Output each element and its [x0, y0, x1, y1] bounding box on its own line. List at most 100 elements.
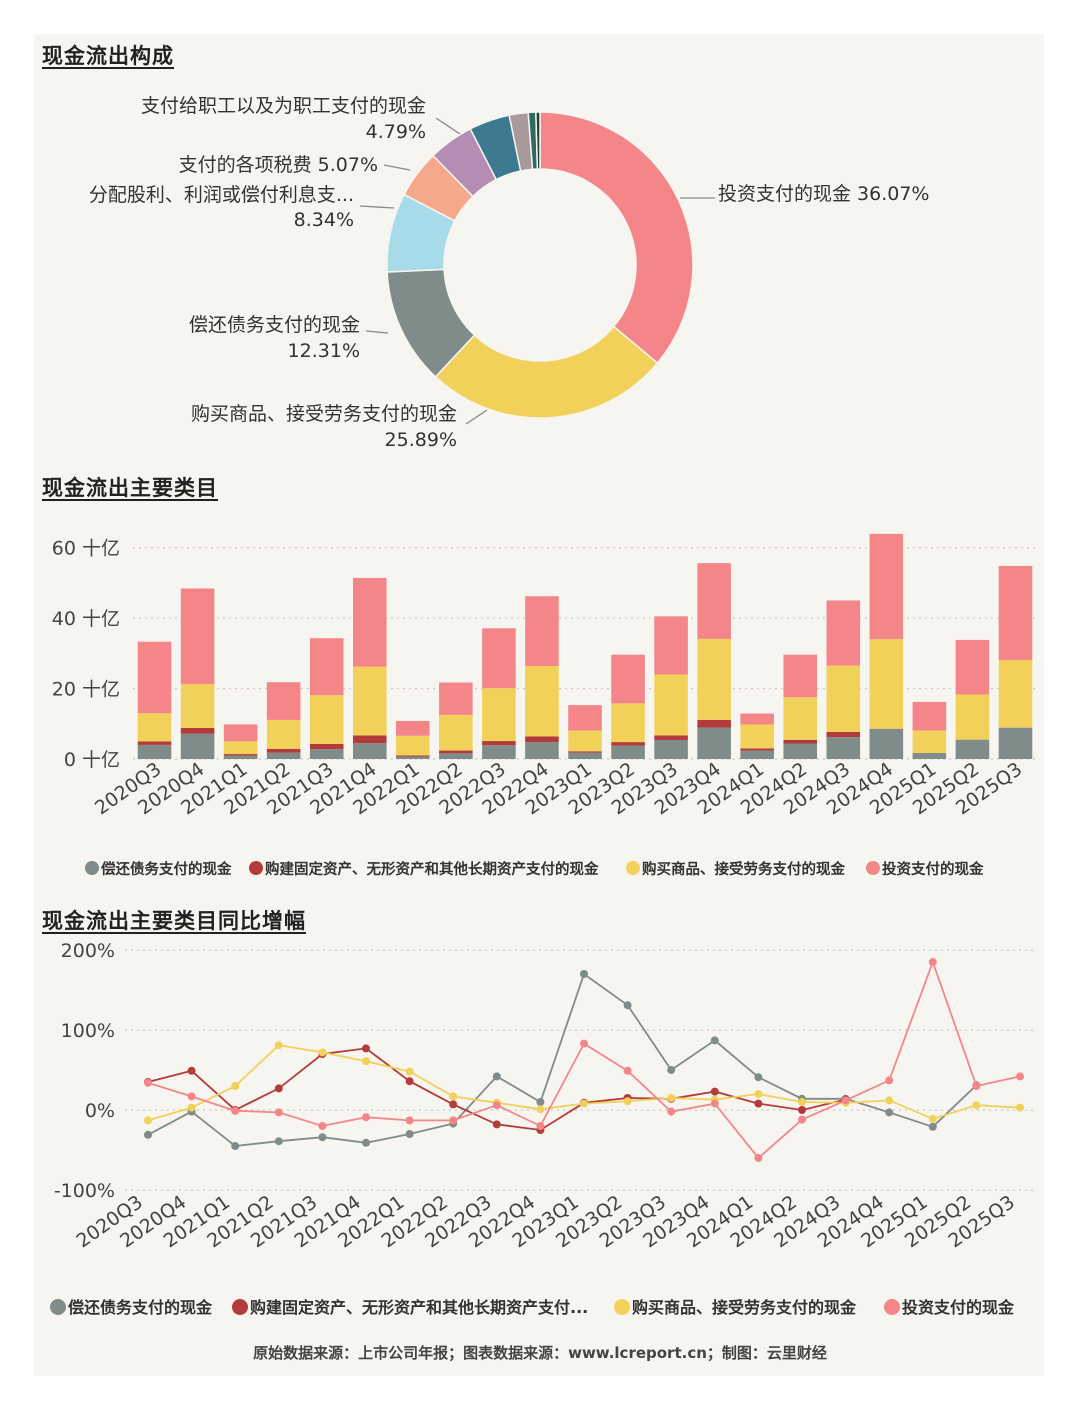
bar-segment [998, 565, 1033, 661]
bar-segment [568, 705, 602, 731]
line-point [972, 1082, 981, 1090]
line-point [928, 958, 937, 966]
line-point [841, 1096, 850, 1105]
donut-label: 支付给职工以及为职工支付的现金 [141, 95, 426, 117]
bar-segment [223, 724, 258, 742]
line-point [928, 1114, 937, 1123]
line-point [449, 1116, 458, 1125]
line-point [1016, 1072, 1024, 1081]
bar-segment [396, 735, 430, 756]
bar-legend-label: 购建固定资产、无形资产和其他长期资产支付的现金 [265, 860, 599, 878]
donut-pct-label: 12.31% [288, 340, 360, 362]
line-point [318, 1048, 327, 1057]
bar-segment [783, 654, 818, 698]
line-point [885, 1108, 894, 1117]
line-point [405, 1130, 414, 1138]
bar-segment [352, 666, 387, 736]
line-point [187, 1103, 196, 1112]
bar-segment [654, 616, 688, 675]
line-point [144, 1130, 152, 1139]
bar-segment [611, 703, 645, 743]
donut-leader-line [359, 205, 395, 209]
donut-label: 偿还债务支付的现金 [189, 314, 360, 336]
bar-segment [869, 728, 904, 759]
bar-segment [137, 641, 172, 714]
bar-segment [826, 665, 861, 732]
bar-segment [266, 682, 301, 720]
line-point [144, 1078, 152, 1087]
bar-segment [396, 720, 430, 736]
donut-label: 分配股利、利润或偿付利息支... [89, 184, 354, 206]
bar-segment [740, 713, 774, 725]
line-point [710, 1036, 719, 1045]
line-point [231, 1106, 240, 1115]
line-point [536, 1105, 545, 1114]
donut-title: 现金流出构成 [42, 44, 174, 68]
bar-segment [352, 735, 387, 744]
donut-slice [434, 325, 659, 419]
bar-segment [309, 749, 344, 759]
line-point [405, 1067, 414, 1076]
line-point [274, 1137, 283, 1146]
bar-ytick-label: 20 十亿 [52, 679, 120, 701]
line-ytick-label: -100% [54, 1180, 115, 1202]
bar-segment [525, 742, 559, 759]
bar-segment [266, 719, 301, 749]
line-legend-marker [232, 1299, 248, 1315]
bar-legend-marker [866, 861, 880, 875]
line-point [667, 1066, 676, 1074]
line-point [754, 1099, 763, 1108]
bar-segment [482, 745, 516, 759]
bar-legend-marker [249, 861, 263, 875]
bar-segment [439, 753, 473, 759]
bar-segment [180, 733, 215, 759]
bar-segment [826, 731, 861, 738]
bar-segment [998, 727, 1033, 759]
bar-segment [223, 755, 258, 759]
line-legend-label: 偿还债务支付的现金 [68, 1298, 213, 1317]
bar-segment [482, 628, 516, 689]
bar-segment [396, 755, 430, 757]
line-point [754, 1154, 763, 1162]
bar-ytick-label: 60 十亿 [52, 538, 120, 560]
line-point [318, 1122, 327, 1130]
bar-segment [998, 660, 1033, 728]
bar-segment [525, 736, 559, 743]
bar-segment [955, 694, 990, 740]
line-point [318, 1133, 327, 1142]
donut-leader-line [383, 164, 411, 171]
line-point [798, 1115, 806, 1124]
line-point [274, 1108, 283, 1117]
line-point [449, 1092, 458, 1101]
bar-segment [697, 638, 731, 720]
bar-segment [955, 639, 990, 695]
line-point [667, 1094, 676, 1102]
bar-segment [223, 754, 258, 756]
bar-segment [439, 682, 473, 715]
bar-segment [137, 713, 172, 742]
line-point [972, 1101, 981, 1110]
line-point [885, 1076, 894, 1085]
line-point [798, 1106, 806, 1114]
line-point [580, 1099, 588, 1108]
line-ytick-label: 100% [61, 1020, 115, 1042]
line-point [231, 1082, 240, 1090]
bar-segment [654, 739, 688, 759]
donut-pct-label: 8.34% [294, 209, 354, 231]
line-point [1016, 1103, 1024, 1112]
line-legend-label: 投资支付的现金 [902, 1298, 1015, 1317]
bar-segment [525, 596, 559, 666]
line-point [405, 1077, 414, 1086]
line-point [623, 1097, 632, 1106]
donut-leader-line [465, 409, 488, 425]
bar-segment [740, 724, 774, 749]
bar-segment [869, 533, 904, 640]
donut-pct-label: 4.79% [366, 121, 426, 143]
line-point [362, 1057, 370, 1066]
line-point [405, 1116, 414, 1125]
line-point [710, 1099, 719, 1108]
bar-segment [697, 563, 731, 639]
line-legend-marker [884, 1299, 900, 1315]
line-point [754, 1073, 763, 1082]
line-series [147, 959, 1021, 1160]
